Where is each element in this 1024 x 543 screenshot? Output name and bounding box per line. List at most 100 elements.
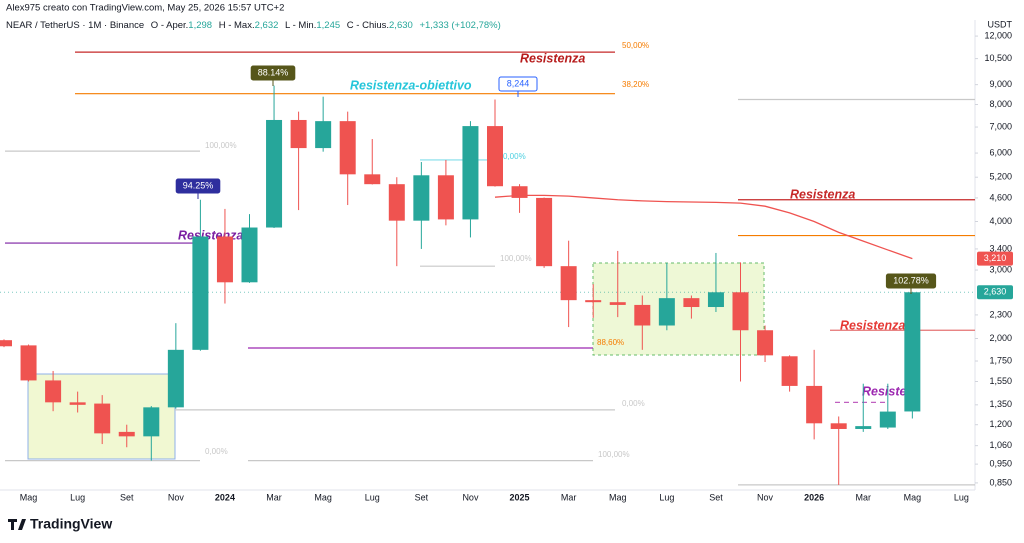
ohlc-key: H - Max. — [219, 20, 255, 31]
candle-body — [904, 292, 921, 412]
y-tick-label: 5,200 — [989, 172, 1012, 182]
level-title: Resistenza — [790, 187, 855, 201]
candle-body — [216, 236, 233, 283]
y-tick-label: 10,500 — [984, 53, 1012, 63]
x-tick-label: Lug — [70, 492, 85, 502]
ohlc-value: 1,245 — [316, 20, 340, 31]
moving-average — [494, 194, 913, 260]
y-tick-label: 7,000 — [989, 121, 1012, 131]
price-tag-label: 2,630 — [984, 287, 1007, 297]
price-tag-label: 3,210 — [984, 253, 1007, 263]
candle-body — [167, 349, 184, 408]
x-tick-label: Mar — [561, 492, 577, 502]
change: +1,333 (+102,78%) — [419, 20, 500, 31]
candle-body — [830, 423, 847, 429]
candle-body — [683, 298, 700, 308]
candle-body — [609, 302, 626, 305]
x-tick-label: Mag — [904, 492, 922, 502]
ohlc-key: O - Aper. — [151, 20, 189, 31]
y-tick-label: 1,200 — [989, 419, 1012, 429]
logo-mark — [8, 519, 26, 530]
candle-body — [487, 126, 503, 187]
candle-body — [290, 119, 307, 149]
candle-body — [511, 186, 528, 198]
candle-body — [20, 345, 37, 381]
y-tick-label: 3,400 — [989, 243, 1012, 253]
x-tick-label: Lug — [365, 492, 380, 502]
candle-body — [94, 403, 111, 434]
x-tick-label: Set — [415, 492, 429, 502]
level-label: 100,00% — [205, 141, 237, 150]
y-tick-label: 1,060 — [989, 440, 1012, 450]
y-tick-label: 1,550 — [989, 376, 1012, 386]
y-tick-label: 3,000 — [989, 264, 1012, 274]
y-tick-label: 0,950 — [989, 459, 1012, 469]
candle-body — [781, 356, 798, 386]
author-line: Alex975 creato con TradingView.com, May … — [6, 3, 284, 14]
level-label: 100,00% — [598, 450, 630, 459]
candle-body — [658, 298, 675, 326]
candle-body — [118, 431, 135, 437]
plot-area: 50,00% Resistenza 38,20% Resistenza-obietti… — [0, 41, 975, 486]
x-tick-label: 2024 — [215, 492, 235, 502]
level-label: 38,20% — [622, 80, 649, 89]
x-tick-label: Mag — [609, 492, 627, 502]
y-tick-label: 2,000 — [989, 333, 1012, 343]
callout-label: 8,244 — [507, 78, 530, 88]
y-tick-label: 1,750 — [989, 355, 1012, 365]
level-title: Resistenza — [178, 228, 243, 242]
level-label: 100,00% — [500, 254, 532, 263]
candle-body — [315, 121, 332, 149]
candle-body — [241, 227, 258, 283]
x-tick-label: Nov — [757, 492, 774, 502]
y-tick-label: 12,000 — [984, 30, 1012, 40]
y-tick-label: 6,000 — [989, 147, 1012, 157]
x-tick-label: Set — [120, 492, 134, 502]
x-tick-label: Nov — [462, 492, 479, 502]
price-tag — [977, 251, 1013, 266]
candle-body — [806, 385, 823, 424]
candle-body — [143, 407, 160, 437]
candle-body — [757, 330, 774, 356]
x-tick-label: 2025 — [510, 492, 530, 502]
x-tick-label: Set — [709, 492, 723, 502]
y-tick-label: 1,350 — [989, 399, 1012, 409]
x-tick-label: Lug — [954, 492, 969, 502]
ohlc-key: L - Min. — [285, 20, 316, 31]
candle-body — [585, 300, 602, 303]
candle-body — [536, 197, 553, 267]
y-tick-label: 2,300 — [989, 309, 1012, 319]
candle-body — [437, 175, 454, 220]
level-label: 0,00% — [622, 399, 645, 408]
ohlc-value: 2,632 — [255, 20, 279, 31]
x-tick-label: Lug — [659, 492, 674, 502]
x-tick-label: Nov — [168, 492, 185, 502]
y-tick-label: 9,000 — [989, 79, 1012, 89]
x-tick-label: Mar — [266, 492, 282, 502]
y-tick-label: 4,000 — [989, 216, 1012, 226]
candle-body — [560, 266, 577, 301]
y-tick-label: 8,000 — [989, 99, 1012, 109]
candle-body — [388, 184, 405, 221]
level-label: 88,60% — [597, 338, 624, 347]
candle-body — [462, 126, 479, 220]
level-title: Resistenza — [520, 51, 585, 65]
callout-label: 94.25% — [183, 180, 214, 190]
y-tick-label: 0,850 — [989, 477, 1012, 487]
price-tag — [977, 285, 1013, 300]
ohlc-value: 2,630 — [389, 20, 413, 31]
candle-body — [732, 292, 749, 331]
candle-body — [634, 304, 651, 326]
y-tick-label: 4,600 — [989, 192, 1012, 202]
logo-text: TradingView — [30, 516, 112, 532]
x-tick-label: Mag — [314, 492, 332, 502]
x-tick-label: Mag — [20, 492, 38, 502]
x-tick-label: 2026 — [804, 492, 824, 502]
candle-body — [879, 411, 896, 428]
candle-body — [413, 175, 430, 221]
level-label: 0,00% — [205, 447, 228, 456]
candle-body — [855, 426, 872, 429]
ohlc-key: C - Chius. — [347, 20, 389, 31]
symbol-legend: NEAR / TetherUS · 1M · Binance O - Aper.… — [6, 20, 501, 31]
